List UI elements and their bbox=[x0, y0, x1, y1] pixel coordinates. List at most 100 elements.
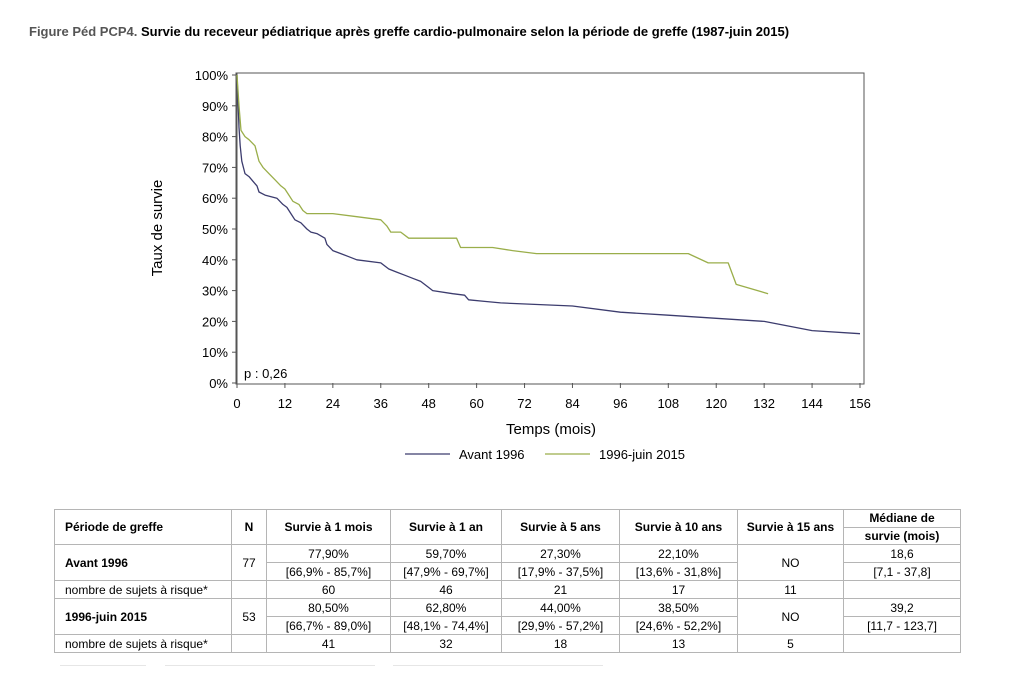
y-tick-label: 0% bbox=[209, 376, 228, 391]
empty-cell bbox=[843, 580, 961, 599]
risk-label: nombre de sujets à risque* bbox=[54, 634, 232, 653]
risk-count: 11 bbox=[737, 580, 844, 599]
series-line-2 bbox=[236, 74, 769, 295]
header-10-years: Survie à 10 ans bbox=[619, 509, 738, 545]
table-row: nombre de sujets à risque* 41 32 18 13 5 bbox=[54, 634, 961, 653]
y-tick-label: 30% bbox=[202, 284, 228, 299]
risk-count: 21 bbox=[501, 580, 620, 599]
figure-title-prefix: Figure Péd PCP4. bbox=[29, 24, 138, 39]
y-tick-label: 20% bbox=[202, 314, 228, 329]
legend-label: 1996-juin 2015 bbox=[599, 447, 685, 462]
y-axis: 0% 10% 20% 30% 40% 50% 60% 70% 80% 90% 100% bbox=[195, 68, 238, 391]
confidence-interval: [13,6% - 31,8%] bbox=[619, 562, 738, 581]
header-median-line1: Médiane de bbox=[844, 510, 960, 528]
risk-count: 13 bbox=[619, 634, 738, 653]
empty-cell bbox=[231, 580, 267, 599]
risk-count: 60 bbox=[266, 580, 391, 599]
footnote-divider bbox=[393, 665, 603, 666]
x-tick-label: 108 bbox=[657, 396, 679, 411]
x-tick-label: 36 bbox=[374, 396, 388, 411]
header-period: Période de greffe bbox=[54, 509, 232, 545]
legend-label: Avant 1996 bbox=[459, 447, 525, 462]
risk-count: 18 bbox=[501, 634, 620, 653]
x-tick-label: 12 bbox=[278, 396, 292, 411]
risk-count: 46 bbox=[390, 580, 502, 599]
risk-count: 17 bbox=[619, 580, 738, 599]
x-tick-label: 24 bbox=[326, 396, 340, 411]
survival-curves bbox=[236, 74, 861, 335]
survival-value: 44,00% bbox=[501, 598, 620, 617]
confidence-interval: [66,7% - 89,0%] bbox=[266, 616, 391, 635]
x-axis: 0 12 24 36 48 60 72 84 96 108 120 132 144 156 bbox=[233, 383, 871, 411]
group-n: 53 bbox=[231, 598, 267, 635]
confidence-interval: [47,9% - 69,7%] bbox=[390, 562, 502, 581]
header-n: N bbox=[231, 509, 267, 545]
header-median-line2: survie (mois) bbox=[864, 529, 940, 543]
header-5-years: Survie à 5 ans bbox=[501, 509, 620, 545]
x-tick-label: 120 bbox=[705, 396, 727, 411]
confidence-interval: [24,6% - 52,2%] bbox=[619, 616, 738, 635]
y-tick-label: 70% bbox=[202, 160, 228, 175]
footnote-divider bbox=[165, 665, 375, 666]
table-row: Avant 1996 77 77,90% 59,70% 27,30% 22,10… bbox=[54, 544, 961, 581]
survival-value: 22,10% bbox=[619, 544, 738, 563]
survival-value: 62,80% bbox=[390, 598, 502, 617]
survival-value: 77,90% bbox=[266, 544, 391, 563]
survival-value: 38,50% bbox=[619, 598, 738, 617]
median-value: 18,6 bbox=[843, 544, 961, 563]
header-1-month: Survie à 1 mois bbox=[266, 509, 391, 545]
group-name: Avant 1996 bbox=[54, 544, 232, 581]
y-tick-label: 10% bbox=[202, 345, 228, 360]
y-tick-label: 40% bbox=[202, 253, 228, 268]
table-row: [66,9% - 85,7%] [47,9% - 69,7%] [17,9% -… bbox=[55, 562, 961, 581]
empty-cell bbox=[231, 634, 267, 653]
y-tick-label: 50% bbox=[202, 222, 228, 237]
table-header-row: Période de greffe N Survie à 1 mois Surv… bbox=[54, 509, 961, 545]
confidence-interval: [29,9% - 57,2%] bbox=[501, 616, 620, 635]
y-tick-label: 100% bbox=[195, 68, 229, 83]
x-tick-label: 48 bbox=[421, 396, 435, 411]
p-value-annotation: p : 0,26 bbox=[244, 366, 287, 381]
group-n: 77 bbox=[231, 544, 267, 581]
confidence-interval: [66,9% - 85,7%] bbox=[266, 562, 391, 581]
survival-chart: 0% 10% 20% 30% 40% 50% 60% 70% 80% 90% 100% 0 12 24 3… bbox=[149, 68, 871, 462]
x-tick-label: 144 bbox=[801, 396, 823, 411]
survival-value: 59,70% bbox=[390, 544, 502, 563]
header-1-year: Survie à 1 an bbox=[390, 509, 502, 545]
figure-title: Figure Péd PCP4. Survie du receveur pédi… bbox=[29, 24, 789, 39]
x-tick-label: 72 bbox=[517, 396, 531, 411]
y-tick-label: 80% bbox=[202, 130, 228, 145]
x-tick-label: 132 bbox=[753, 396, 775, 411]
x-tick-label: 84 bbox=[565, 396, 579, 411]
median-ci: [11,7 - 123,7] bbox=[843, 616, 961, 635]
header-median: Médiane de survie (mois) bbox=[843, 509, 961, 545]
group-name: 1996-juin 2015 bbox=[54, 598, 232, 635]
footnote-divider bbox=[60, 665, 146, 666]
table-row: 1996-juin 2015 53 80,50% 62,80% 44,00% 3… bbox=[54, 598, 961, 635]
table-row: nombre de sujets à risque* 60 46 21 17 1… bbox=[54, 580, 961, 599]
y-tick-label: 90% bbox=[202, 99, 228, 114]
risk-count: 5 bbox=[737, 634, 844, 653]
survival-15y: NO bbox=[737, 544, 844, 581]
survival-value: 27,30% bbox=[501, 544, 620, 563]
empty-cell bbox=[843, 634, 961, 653]
header-15-years: Survie à 15 ans bbox=[737, 509, 844, 545]
survival-15y: NO bbox=[737, 598, 844, 635]
y-tick-label: 60% bbox=[202, 191, 228, 206]
legend: Avant 1996 1996-juin 2015 bbox=[405, 447, 685, 462]
risk-label: nombre de sujets à risque* bbox=[54, 580, 232, 599]
plot-frame bbox=[235, 72, 865, 385]
x-axis-label: Temps (mois) bbox=[506, 421, 596, 438]
x-tick-label: 0 bbox=[233, 396, 240, 411]
median-ci: [7,1 - 37,8] bbox=[843, 562, 961, 581]
risk-count: 32 bbox=[390, 634, 502, 653]
confidence-interval: [48,1% - 74,4%] bbox=[390, 616, 502, 635]
x-tick-label: 156 bbox=[849, 396, 871, 411]
x-tick-label: 60 bbox=[469, 396, 483, 411]
risk-count: 41 bbox=[266, 634, 391, 653]
x-tick-label: 96 bbox=[613, 396, 627, 411]
survival-table: Période de greffe N Survie à 1 mois Surv… bbox=[54, 509, 961, 653]
figure-title-text: Survie du receveur pédiatrique après gre… bbox=[141, 24, 790, 39]
series-line-1 bbox=[236, 74, 861, 335]
median-value: 39,2 bbox=[843, 598, 961, 617]
